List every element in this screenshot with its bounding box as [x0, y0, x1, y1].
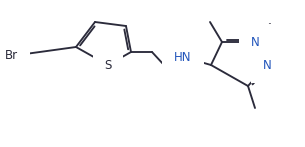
Text: HN: HN: [174, 51, 192, 64]
Text: S: S: [104, 59, 112, 71]
Text: N: N: [263, 59, 271, 71]
Text: N: N: [251, 35, 259, 49]
Text: Br: Br: [5, 49, 18, 61]
